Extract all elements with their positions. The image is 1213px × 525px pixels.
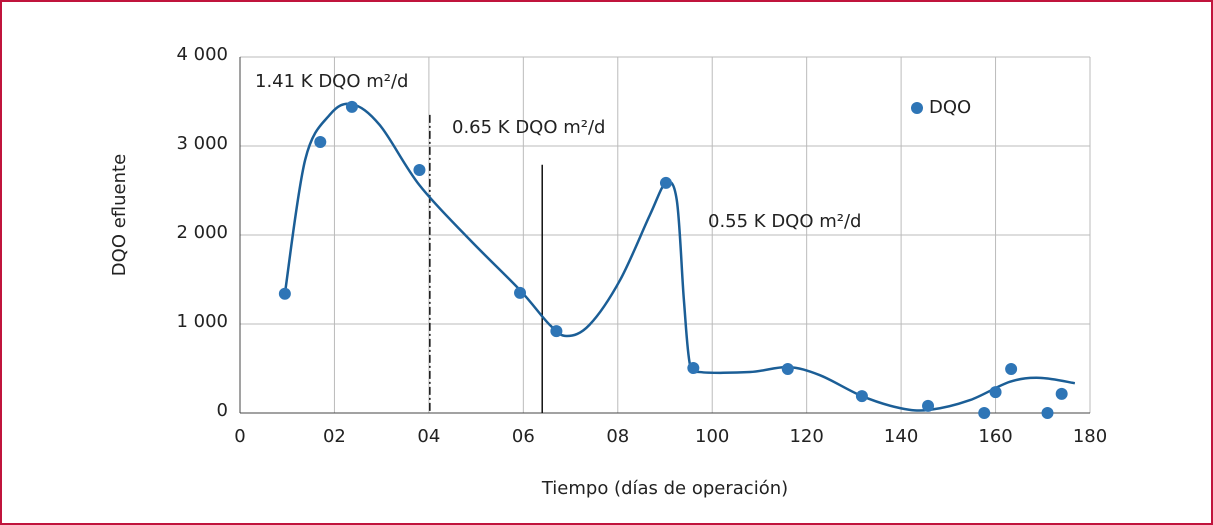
point	[922, 399, 935, 412]
point	[1055, 387, 1068, 400]
x-tick-label: 08	[606, 426, 629, 447]
y-tick-label: 3 000	[176, 133, 228, 154]
point	[781, 362, 794, 375]
y-tick-label: 4 000	[176, 44, 228, 65]
point	[855, 390, 868, 403]
point	[1041, 407, 1054, 419]
y-tick-label: 1 000	[176, 311, 228, 332]
point	[514, 286, 527, 299]
y-tick-label: 0	[217, 400, 228, 421]
x-axis-label: Tiempo (días de operación)	[541, 478, 788, 499]
point	[550, 325, 563, 338]
x-tick-label: 06	[512, 426, 535, 447]
annotation: 0.55 K DQO m²/d	[708, 211, 861, 232]
point	[659, 176, 672, 189]
point	[687, 362, 700, 375]
point	[978, 407, 991, 419]
x-tick-label: 140	[884, 426, 918, 447]
y-tick-label: 2 000	[176, 222, 228, 243]
x-tick-label: 02	[323, 426, 346, 447]
legend-label: DQO	[929, 97, 971, 118]
annotation: 0.65 K DQO m²/d	[452, 117, 605, 138]
point	[314, 135, 327, 148]
x-tick-label: 0	[234, 426, 245, 447]
x-tick-label: 120	[789, 426, 823, 447]
x-tick-label: 160	[978, 426, 1012, 447]
legend-marker	[911, 102, 923, 114]
point	[278, 287, 291, 300]
y-axis-label: DQO efluente	[109, 154, 130, 276]
x-tick-label: 04	[417, 426, 440, 447]
point	[1005, 362, 1018, 375]
annotation: 1.41 K DQO m²/d	[255, 71, 408, 92]
point	[345, 100, 358, 113]
point	[413, 164, 426, 177]
point	[989, 386, 1002, 399]
x-tick-label: 100	[695, 426, 729, 447]
x-tick-label: 180	[1073, 426, 1107, 447]
